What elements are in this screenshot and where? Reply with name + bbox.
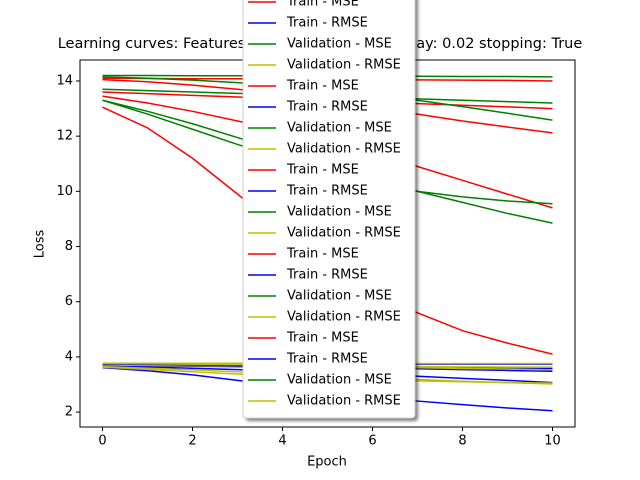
legend-label: Train - RMSE <box>286 100 368 115</box>
legend-label: Validation - RMSE <box>287 394 401 409</box>
y-tick-label: 14 <box>56 73 73 88</box>
x-tick-label: 2 <box>188 434 196 449</box>
y-tick-label: 4 <box>65 349 73 364</box>
legend-label: Validation - MSE <box>287 121 392 136</box>
y-axis-label: Loss <box>33 230 48 259</box>
legend-label: Validation - MSE <box>287 205 392 220</box>
legend-label: Validation - RMSE <box>287 226 401 241</box>
x-axis-label: Epoch <box>307 455 347 470</box>
y-tick-label: 2 <box>65 405 73 420</box>
legend-label: Train - MSE <box>286 79 359 94</box>
legend-label: Validation - MSE <box>287 289 392 304</box>
legend-label: Train - MSE <box>286 247 359 262</box>
x-tick-label: 8 <box>458 434 466 449</box>
legend-label: Train - RMSE <box>286 16 368 31</box>
legend-label: Validation - RMSE <box>287 310 401 325</box>
legend-label: Train - MSE <box>286 331 359 346</box>
y-tick-label: 10 <box>56 184 73 199</box>
legend-label: Train - RMSE <box>286 184 368 199</box>
legend: Train - MSE Train - RMSE Validation - MSE V… <box>242 0 416 419</box>
legend-label: Validation - MSE <box>287 373 392 388</box>
legend-label: Train - RMSE <box>286 268 368 283</box>
legend-label: Train - MSE <box>286 0 359 10</box>
legend-label: Validation - MSE <box>287 37 392 52</box>
x-tick-label: 6 <box>368 434 376 449</box>
legend-label: Train - RMSE <box>286 352 368 367</box>
y-tick-label: 6 <box>65 294 73 309</box>
y-tick-label: 12 <box>56 129 73 144</box>
x-tick-label: 10 <box>544 434 561 449</box>
y-tick-label: 8 <box>65 239 73 254</box>
x-tick-label: 0 <box>98 434 106 449</box>
legend-label: Train - MSE <box>286 163 359 178</box>
legend-label: Validation - RMSE <box>287 142 401 157</box>
legend-label: Validation - RMSE <box>287 58 401 73</box>
legend-box <box>242 0 416 419</box>
x-tick-label: 4 <box>278 434 286 449</box>
